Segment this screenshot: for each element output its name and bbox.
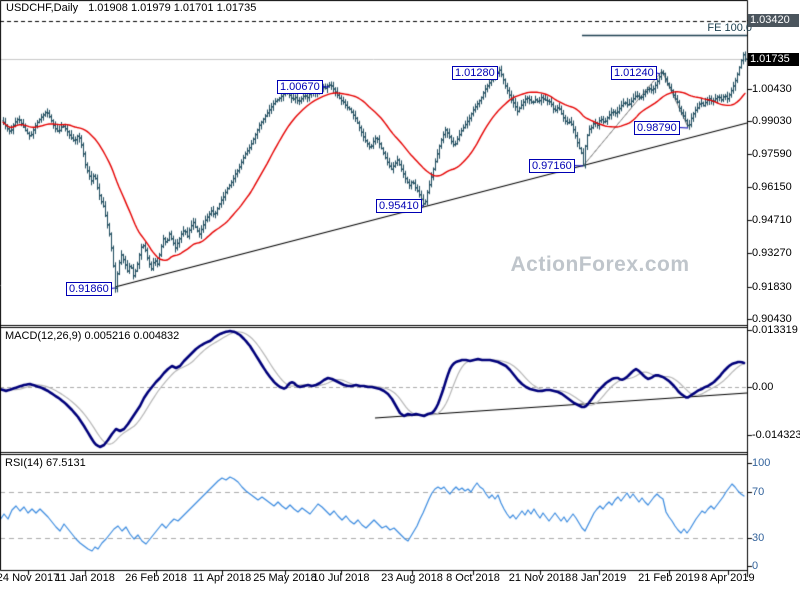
y-axis-label: 0.99030 bbox=[752, 115, 792, 127]
swing-price-tag: 0.91860 bbox=[66, 282, 112, 296]
date-label: 26 Feb 2018 bbox=[125, 572, 187, 584]
macd-axis-label: 0.00 bbox=[752, 381, 774, 393]
swing-price-tag: 0.95410 bbox=[376, 199, 422, 213]
date-label: 11 Jan 2018 bbox=[55, 572, 115, 584]
swing-price-tag: 1.01240 bbox=[611, 66, 657, 80]
y-axis-label: 0.93270 bbox=[752, 247, 792, 259]
macd-axis-label: -0.014323 bbox=[752, 429, 800, 441]
ohlc-values-label: 1.01908 1.01979 1.01701 1.01735 bbox=[88, 2, 257, 14]
y-axis-label: 0.96150 bbox=[752, 181, 792, 193]
y-axis-label: 0.94710 bbox=[752, 214, 792, 226]
swing-price-tag: 0.97160 bbox=[529, 159, 575, 173]
rsi-axis-label: 30 bbox=[752, 532, 765, 544]
date-label: 25 May 2018 bbox=[253, 572, 317, 584]
date-label: 8 Jan 2019 bbox=[571, 572, 627, 584]
swing-price-tag: 1.01280 bbox=[452, 66, 498, 80]
y-axis-label: 0.97590 bbox=[752, 148, 792, 160]
swing-price-tag: 0.98790 bbox=[634, 121, 680, 135]
axis-price-badge: 1.03420 bbox=[748, 14, 799, 27]
fibonacci-extension-label: FE 100.0 bbox=[707, 22, 752, 34]
rsi-axis-label: 100 bbox=[752, 457, 771, 469]
date-label: 23 Aug 2018 bbox=[381, 572, 443, 584]
chart-title: USDCHF,Daily 1.01908 1.01979 1.01701 1.01… bbox=[6, 2, 260, 15]
rsi-indicator-header: RSI(14) 67.5131 bbox=[5, 457, 86, 469]
date-label: 24 Nov 2017 bbox=[0, 572, 60, 584]
date-label: 21 Nov 2018 bbox=[508, 572, 572, 584]
swing-price-tag: 1.00670 bbox=[277, 80, 323, 94]
date-label: 8 Apr 2019 bbox=[701, 572, 755, 584]
y-axis-label: 0.91830 bbox=[752, 281, 792, 293]
watermark: ActionForex.com bbox=[510, 253, 690, 276]
date-label: 11 Apr 2018 bbox=[192, 572, 252, 584]
rsi-axis-label: 70 bbox=[752, 486, 765, 498]
rsi-axis-label: 0 bbox=[752, 560, 759, 572]
y-axis-label: 1.00430 bbox=[752, 83, 792, 95]
macd-axis-label: 0.013319 bbox=[752, 324, 798, 336]
axis-price-badge: 1.01735 bbox=[748, 53, 799, 66]
y-axis-label: 0.90430 bbox=[752, 313, 792, 325]
symbol-period-label: USDCHF,Daily bbox=[6, 2, 79, 14]
date-label: 8 Oct 2018 bbox=[446, 572, 500, 584]
date-label: 21 Feb 2019 bbox=[638, 572, 700, 584]
date-label: 10 Jul 2018 bbox=[312, 572, 370, 584]
macd-indicator-header: MACD(12,26,9) 0.005216 0.004832 bbox=[5, 330, 180, 342]
